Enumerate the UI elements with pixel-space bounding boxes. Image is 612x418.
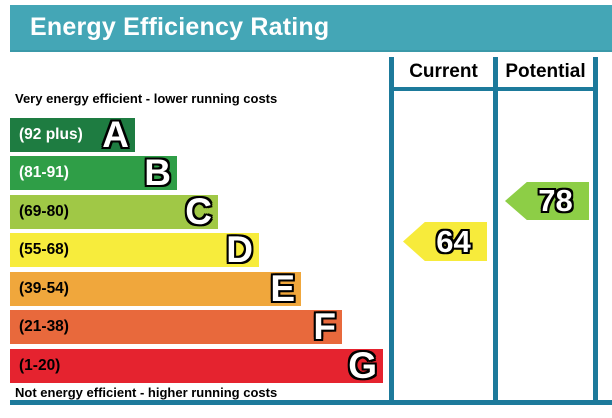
band-f-letter: F [313, 306, 336, 347]
current-rating-value: 64 [436, 223, 471, 259]
band-f-range: (21-38) [19, 318, 69, 335]
band-c-letter: C [185, 191, 212, 232]
table-border-middle [493, 57, 498, 405]
band-f: (21-38) F [10, 306, 342, 347]
column-header-current: Current [409, 61, 478, 82]
band-e-range: (39-54) [19, 280, 69, 297]
band-a: (92 plus) A [10, 114, 135, 155]
current-rating-arrow-icon: 64 [403, 222, 487, 261]
band-d: (55-68) D [10, 229, 259, 270]
band-e: (39-54) E [10, 268, 301, 309]
band-c-range: (69-80) [19, 203, 69, 220]
table-border-right [593, 57, 598, 405]
band-a-letter: A [102, 114, 129, 155]
band-d-letter: D [226, 229, 253, 270]
band-a-range: (92 plus) [19, 126, 83, 143]
caption-very-efficient: Very energy efficient - lower running co… [15, 91, 278, 106]
column-header-potential: Potential [505, 61, 586, 82]
band-b-range: (81-91) [19, 164, 69, 181]
potential-rating-value: 78 [538, 183, 573, 218]
band-d-range: (55-68) [19, 241, 69, 258]
band-c: (69-80) C [10, 191, 218, 232]
chart-title-bar: Energy Efficiency Rating [10, 5, 612, 52]
caption-not-efficient: Not energy efficient - higher running co… [15, 385, 278, 400]
band-b: (81-91) B [10, 152, 177, 193]
table-header-separator [389, 87, 598, 91]
chart-title: Energy Efficiency Rating [30, 13, 330, 41]
table-border-bottom [10, 400, 612, 405]
band-g-range: (1-20) [19, 357, 61, 374]
table-border-left [389, 57, 394, 405]
band-g: (1-20) G [10, 345, 383, 386]
band-b-letter: B [144, 152, 171, 193]
potential-rating-arrow-icon: 78 [505, 182, 589, 220]
band-e-letter: E [270, 268, 295, 309]
band-g-letter: G [348, 345, 377, 386]
